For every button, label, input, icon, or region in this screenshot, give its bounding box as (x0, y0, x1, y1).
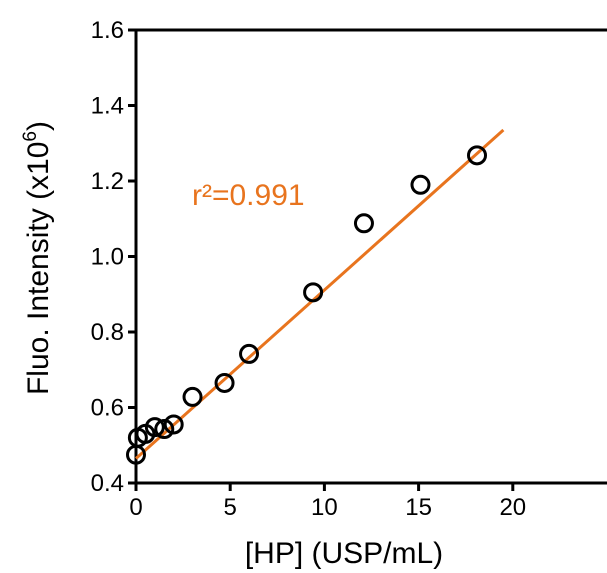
data-point (154, 419, 175, 440)
data-point (163, 414, 184, 435)
y-tick-label: 0.4 (91, 470, 124, 497)
x-tick-label: 20 (499, 494, 526, 521)
axes (134, 28, 607, 485)
data-point (467, 145, 488, 166)
data-point (239, 343, 260, 364)
x-tick-label: 5 (224, 494, 237, 521)
y-axis-title-close: ) (22, 121, 55, 131)
y-tick-label: 0.8 (91, 319, 124, 346)
x-tick-label: 10 (311, 494, 338, 521)
y-ticks: 0.4 0.6 0.8 1.0 1.2 1.4 1.6 (91, 17, 136, 497)
data-point (214, 372, 235, 393)
y-tick-label: 0.6 (91, 395, 124, 422)
data-point (410, 174, 431, 195)
data-point (182, 386, 203, 407)
y-axis-title-main: Fluo. Intensity (x10 (22, 142, 55, 395)
data-point (353, 213, 374, 234)
y-tick-label: 1.6 (91, 17, 124, 44)
y-tick-label: 1.0 (91, 244, 124, 271)
y-axis-title: Fluo. Intensity (x106) (20, 121, 55, 395)
y-tick-label: 1.4 (91, 93, 124, 120)
r-squared-annotation: r²=0.991 (192, 179, 305, 212)
x-tick-label: 0 (129, 494, 142, 521)
x-ticks: 0 5 10 15 20 (129, 483, 526, 521)
data-point (303, 282, 324, 303)
data-points (126, 145, 488, 465)
y-tick-label: 1.2 (91, 168, 124, 195)
x-axis-title: [HP] (USP/mL) (245, 537, 443, 570)
y-axis-title-superscript: 6 (20, 131, 41, 142)
data-point (144, 417, 165, 438)
x-tick-label: 15 (405, 494, 432, 521)
